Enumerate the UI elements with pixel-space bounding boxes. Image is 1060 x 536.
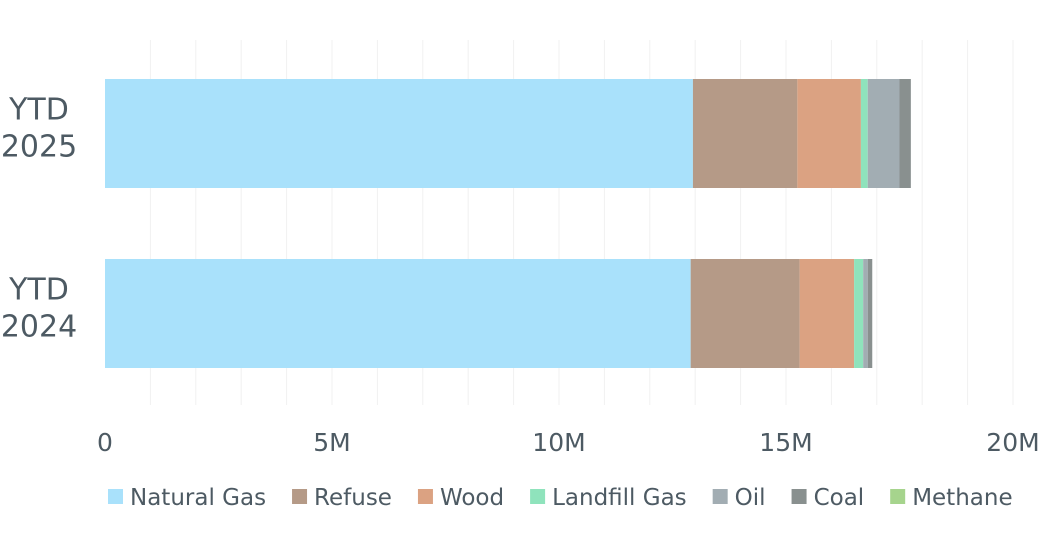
legend-label: Landfill Gas	[552, 485, 687, 511]
legend-item-landfill-gas[interactable]: Landfill Gas	[530, 485, 687, 511]
legend: Natural Gas Refuse Wood Landfill Gas Oil Coal…	[108, 485, 1013, 511]
legend-item-methane[interactable]: Methane	[890, 485, 1013, 511]
bar-ytd-2025-landfill-gas	[860, 79, 868, 188]
x-tick-label: 5M	[313, 428, 350, 457]
legend-item-natural-gas[interactable]: Natural Gas	[108, 485, 266, 511]
legend-label: Natural Gas	[130, 485, 266, 511]
legend-item-wood[interactable]: Wood	[417, 485, 504, 511]
legend-item-coal[interactable]: Coal	[791, 485, 865, 511]
category-label: YTD 2024	[1, 273, 77, 345]
bar-ytd-2024-natural-gas	[105, 259, 691, 368]
legend-label: Refuse	[314, 485, 392, 511]
bar-ytd-2025-refuse	[692, 79, 798, 188]
legend-label: Coal	[814, 485, 865, 511]
bar-ytd-2025-oil	[867, 79, 900, 188]
x-tick-label: 0	[97, 428, 113, 457]
bar-ytd-2025-natural-gas	[105, 79, 693, 188]
bar-ytd-2024-coal	[867, 259, 873, 368]
bar-ytd-2024-refuse	[690, 259, 800, 368]
legend-label: Wood	[440, 485, 504, 511]
x-tick-label: 10M	[532, 428, 585, 457]
bar-ytd-2024-wood	[799, 259, 855, 368]
bar-ytd-2025-coal	[899, 79, 911, 188]
category-labels: YTD 2025 YTD 2024	[1, 93, 77, 345]
legend-swatch	[890, 489, 906, 504]
x-axis-tick-labels: 0 5M 10M 15M 20M	[97, 428, 1040, 457]
bar-ytd-2025-wood	[797, 79, 861, 188]
x-tick-label: 15M	[759, 428, 812, 457]
legend-swatch	[712, 489, 728, 504]
legend-swatch	[108, 489, 123, 504]
legend-item-oil[interactable]: Oil	[712, 485, 766, 511]
bar-ytd-2024-landfill-gas	[854, 259, 864, 368]
legend-swatch	[791, 489, 807, 504]
legend-label: Methane	[912, 485, 1012, 511]
bars	[105, 79, 911, 368]
legend-label: Oil	[735, 485, 766, 511]
x-tick-label: 20M	[986, 428, 1039, 457]
legend-swatch	[417, 489, 433, 504]
legend-swatch	[292, 489, 308, 504]
legend-swatch	[530, 489, 546, 504]
legend-item-refuse[interactable]: Refuse	[292, 485, 392, 511]
bar-ytd-2024-oil	[863, 259, 868, 368]
category-label: YTD 2025	[1, 93, 77, 165]
